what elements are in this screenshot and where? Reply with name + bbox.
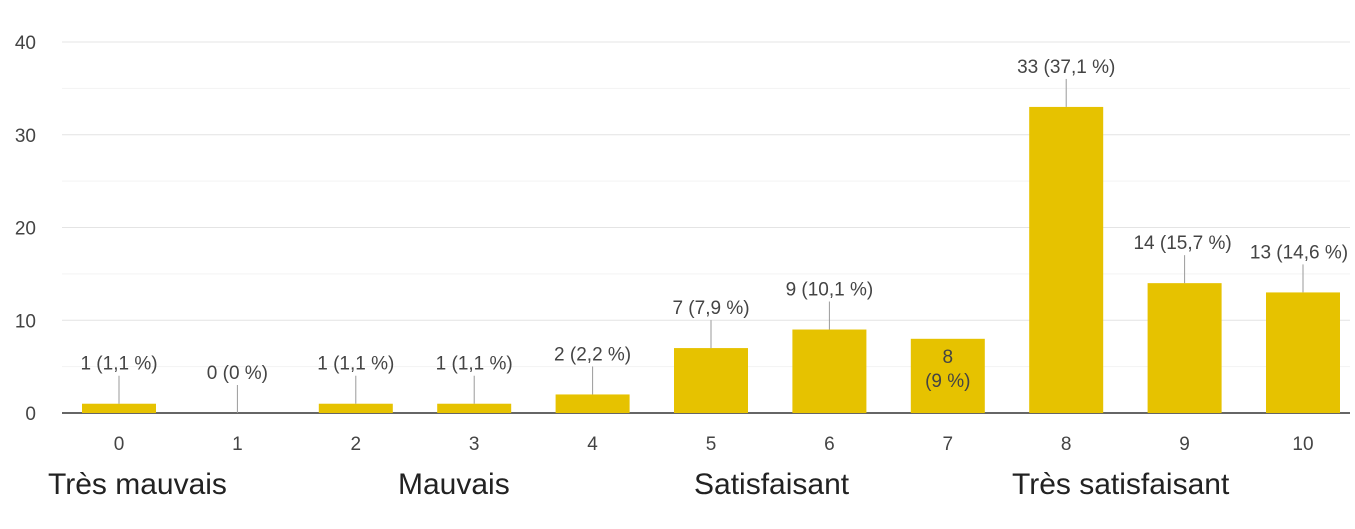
scale-label-very-bad: Très mauvais <box>48 468 227 501</box>
y-tick-label: 40 <box>15 33 36 54</box>
y-tick-label: 30 <box>15 126 36 147</box>
data-label: 33 (37,1 %) <box>1017 57 1115 78</box>
scale-label-satisfactory: Satisfaisant <box>694 468 850 501</box>
bar <box>318 403 393 413</box>
bar <box>555 394 630 413</box>
bar <box>1147 283 1222 413</box>
x-tick-label: 5 <box>706 434 717 455</box>
x-tick-label: 6 <box>824 434 835 455</box>
scale-label-very-satisfactory: Très satisfaisant <box>1012 468 1230 501</box>
bar <box>674 348 748 413</box>
x-tick-label: 4 <box>587 434 598 455</box>
x-tick-label: 10 <box>1292 434 1313 455</box>
data-label-line: (9 %) <box>925 371 970 392</box>
bar <box>792 329 867 413</box>
data-label: 0 (0 %) <box>207 363 268 384</box>
data-label: 2 (2,2 %) <box>554 344 631 365</box>
bar <box>910 338 985 413</box>
x-tick-label: 9 <box>1179 434 1190 455</box>
x-tick-label: 7 <box>943 434 954 455</box>
bar <box>82 403 156 413</box>
x-tick-label: 1 <box>232 434 243 455</box>
data-label: 9 (10,1 %) <box>786 280 874 301</box>
scale-label-bad: Mauvais <box>398 468 510 501</box>
bar <box>1029 106 1104 414</box>
y-tick-label: 20 <box>15 219 36 240</box>
data-label-line: 8 <box>943 347 954 368</box>
y-tick-label: 0 <box>25 404 36 425</box>
bar <box>1266 292 1340 413</box>
data-label: 1 (1,1 %) <box>80 354 157 375</box>
y-tick-label: 10 <box>15 311 36 332</box>
data-label: 8 (9 %) <box>925 347 970 392</box>
x-tick-label: 3 <box>469 434 480 455</box>
data-label: 7 (7,9 %) <box>672 298 749 319</box>
x-tick-label: 0 <box>114 434 125 455</box>
data-label: 13 (14,6 %) <box>1250 242 1348 263</box>
bars <box>82 106 1340 414</box>
y-axis-ticks: 0 10 20 30 40 <box>15 33 36 425</box>
data-label: 1 (1,1 %) <box>436 354 513 375</box>
data-label: 14 (15,7 %) <box>1133 233 1231 254</box>
bar <box>437 403 512 413</box>
x-axis-ticks: 0 1 2 3 4 5 6 7 8 9 10 <box>114 434 1314 455</box>
x-tick-label: 2 <box>351 434 362 455</box>
data-labels: 1 (1,1 %) 0 (0 %) 1 (1,1 %) 1 (1,1 %) 2 (2,2… <box>80 57 1348 413</box>
data-label: 1 (1,1 %) <box>317 354 394 375</box>
x-tick-label: 8 <box>1061 434 1072 455</box>
